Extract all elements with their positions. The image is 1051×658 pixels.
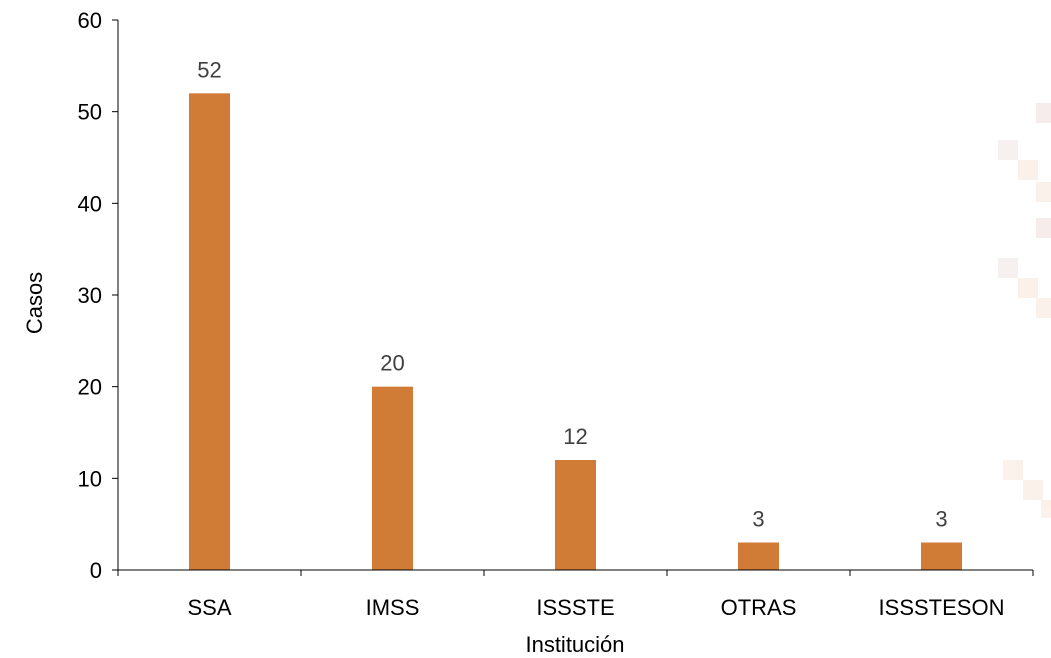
watermark-tile bbox=[998, 140, 1018, 160]
watermark-tile bbox=[1036, 103, 1051, 123]
data-label: 20 bbox=[380, 351, 404, 376]
bar bbox=[555, 460, 596, 570]
watermark-tile bbox=[998, 258, 1018, 278]
watermark-tile bbox=[1003, 460, 1023, 480]
y-tick-label: 50 bbox=[78, 100, 102, 125]
watermark-tile bbox=[1018, 278, 1038, 298]
x-tick-label: IMSS bbox=[366, 595, 420, 620]
y-axis-title: Casos bbox=[22, 272, 47, 334]
background-watermark-pattern bbox=[998, 103, 1051, 518]
y-tick-label: 10 bbox=[78, 466, 102, 491]
data-label: 52 bbox=[197, 57, 221, 82]
data-label: 12 bbox=[563, 424, 587, 449]
data-label: 3 bbox=[752, 507, 764, 532]
watermark-tile bbox=[1041, 500, 1051, 518]
y-tick-label: 0 bbox=[90, 558, 102, 583]
bar bbox=[372, 386, 413, 570]
y-tick-label: 60 bbox=[78, 8, 102, 33]
y-tick-label: 20 bbox=[78, 375, 102, 400]
x-axis-title: Institución bbox=[525, 632, 624, 657]
watermark-tile bbox=[1036, 182, 1051, 202]
watermark-tile bbox=[1018, 160, 1038, 180]
watermark-tile bbox=[1036, 298, 1051, 318]
plot-area: 52 SSA 20 IMSS 12 ISSSTE 3 OTRAS 3 ISSSTESON 0 10 20… bbox=[78, 8, 1034, 620]
bar bbox=[189, 93, 230, 570]
watermark-tile bbox=[1036, 218, 1051, 238]
x-tick-label: ISSSTE bbox=[536, 595, 614, 620]
bar bbox=[921, 542, 962, 570]
bar bbox=[738, 542, 779, 570]
y-tick-label: 30 bbox=[78, 283, 102, 308]
data-label: 3 bbox=[935, 507, 947, 532]
x-tick-label: ISSSTESON bbox=[879, 595, 1005, 620]
watermark-tile bbox=[1023, 480, 1043, 500]
y-tick-label: 40 bbox=[78, 191, 102, 216]
x-tick-label: SSA bbox=[187, 595, 231, 620]
x-tick-label: OTRAS bbox=[721, 595, 797, 620]
